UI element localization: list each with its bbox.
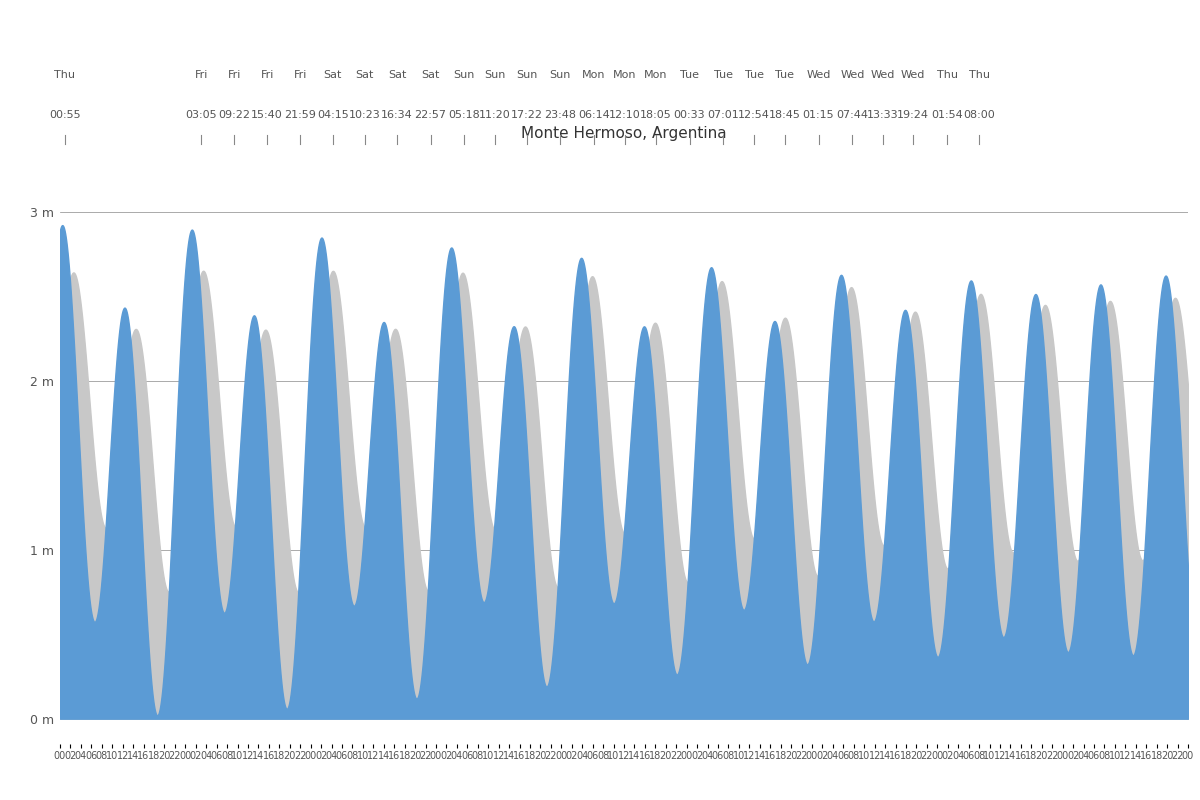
Text: Fri: Fri (228, 70, 241, 80)
Text: Thu: Thu (937, 70, 958, 80)
Text: 16:34: 16:34 (382, 110, 413, 120)
Text: 07:01: 07:01 (708, 110, 739, 120)
Text: 04:15: 04:15 (317, 110, 349, 120)
Text: 10:23: 10:23 (349, 110, 380, 120)
Text: Sun: Sun (452, 70, 474, 80)
Text: 08:00: 08:00 (964, 110, 995, 120)
Text: Fri: Fri (194, 70, 208, 80)
Text: 12:54: 12:54 (738, 110, 770, 120)
Text: 05:18: 05:18 (448, 110, 480, 120)
Text: 15:40: 15:40 (251, 110, 283, 120)
Text: Wed: Wed (901, 70, 925, 80)
Text: 01:54: 01:54 (931, 110, 964, 120)
Text: Sat: Sat (421, 70, 439, 80)
Title: Monte Hermoso, Argentina: Monte Hermoso, Argentina (521, 126, 727, 142)
Text: 19:24: 19:24 (898, 110, 929, 120)
Text: 18:45: 18:45 (769, 110, 800, 120)
Text: Wed: Wed (870, 70, 895, 80)
Text: 03:05: 03:05 (186, 110, 217, 120)
Text: Mon: Mon (644, 70, 667, 80)
Text: Sat: Sat (324, 70, 342, 80)
Text: 11:20: 11:20 (479, 110, 511, 120)
Text: 23:48: 23:48 (545, 110, 576, 120)
Text: Tue: Tue (744, 70, 763, 80)
Text: Mon: Mon (613, 70, 637, 80)
Text: Mon: Mon (582, 70, 606, 80)
Text: Thu: Thu (968, 70, 990, 80)
Text: 06:14: 06:14 (578, 110, 610, 120)
Text: Tue: Tue (714, 70, 733, 80)
Text: Sun: Sun (485, 70, 506, 80)
Text: Sat: Sat (388, 70, 407, 80)
Text: 00:33: 00:33 (673, 110, 706, 120)
Text: 13:33: 13:33 (866, 110, 899, 120)
Text: 01:15: 01:15 (803, 110, 834, 120)
Text: Fri: Fri (294, 70, 307, 80)
Text: 18:05: 18:05 (640, 110, 672, 120)
Text: Wed: Wed (840, 70, 864, 80)
Text: 00:55: 00:55 (49, 110, 80, 120)
Text: Thu: Thu (54, 70, 76, 80)
Text: Tue: Tue (775, 70, 794, 80)
Text: Fri: Fri (260, 70, 274, 80)
Text: Sun: Sun (516, 70, 538, 80)
Text: 12:10: 12:10 (608, 110, 641, 120)
Text: Tue: Tue (680, 70, 700, 80)
Text: Sat: Sat (355, 70, 374, 80)
Text: 09:22: 09:22 (218, 110, 251, 120)
Text: 17:22: 17:22 (511, 110, 542, 120)
Text: 07:44: 07:44 (836, 110, 869, 120)
Text: 22:57: 22:57 (414, 110, 446, 120)
Text: 21:59: 21:59 (284, 110, 316, 120)
Text: Sun: Sun (550, 70, 571, 80)
Text: Wed: Wed (806, 70, 830, 80)
